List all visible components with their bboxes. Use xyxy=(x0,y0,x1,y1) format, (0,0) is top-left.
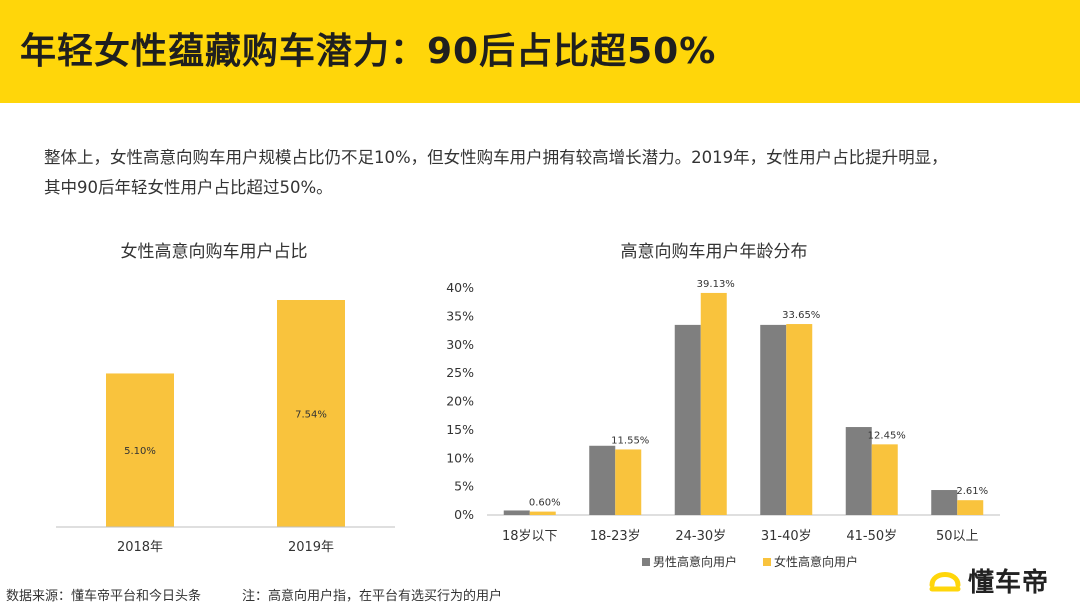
y-tick-label: 10% xyxy=(446,450,474,465)
bar-male xyxy=(674,324,701,515)
x-tick-label: 41-50岁 xyxy=(846,529,897,544)
definition-note: 注：高意向用户指，在平台有选买行为的用户 xyxy=(242,589,503,604)
legend-swatch-female xyxy=(763,558,771,566)
y-tick-label: 15% xyxy=(446,422,474,437)
bar-male xyxy=(931,490,958,515)
y-tick-label: 35% xyxy=(446,308,474,323)
x-tick-label: 50以上 xyxy=(936,529,979,544)
x-tick-label: 2019年 xyxy=(288,540,334,555)
x-tick-label: 2018年 xyxy=(117,540,163,555)
data-label: 7.54% xyxy=(295,410,327,421)
bar-female xyxy=(529,511,556,515)
header-bar: 年轻女性蕴藏购车潜力：90后占比超50% xyxy=(0,0,1080,103)
data-label: 33.65% xyxy=(782,310,820,321)
bar xyxy=(277,300,345,527)
bar-female xyxy=(786,324,813,515)
legend-label-male: 男性高意向用户 xyxy=(653,554,737,569)
y-tick-label: 0% xyxy=(454,507,474,522)
data-label: 39.13% xyxy=(697,279,735,290)
y-tick-label: 30% xyxy=(446,337,474,352)
bar-male xyxy=(760,324,787,515)
y-tick-label: 40% xyxy=(446,280,474,295)
bar-male xyxy=(845,427,872,515)
x-tick-label: 31-40岁 xyxy=(761,529,812,544)
data-label: 11.55% xyxy=(611,435,649,446)
data-label: 12.45% xyxy=(868,430,906,441)
legend-swatch-male xyxy=(642,558,650,566)
intro-line-2: 其中90后年轻女性用户占比超过50%。 xyxy=(44,178,333,197)
bar-female xyxy=(871,444,898,515)
data-label: 2.61% xyxy=(956,486,988,497)
chart-title: 高意向购车用户年龄分布 xyxy=(621,242,808,262)
page-title: 年轻女性蕴藏购车潜力：90后占比超50% xyxy=(20,31,717,72)
car-logo-icon xyxy=(929,572,961,592)
data-source-note: 数据来源：懂车帝平台和今日头条 xyxy=(6,589,202,604)
intro-line-1: 整体上，女性高意向购车用户规模占比仍不足10%，但女性购车用户拥有较高增长潜力。… xyxy=(44,148,948,167)
brand-logo: 懂车帝 xyxy=(928,560,1049,600)
bar xyxy=(106,373,174,527)
legend-label-female: 女性高意向用户 xyxy=(774,554,858,569)
x-tick-label: 24-30岁 xyxy=(675,529,726,544)
bar-female xyxy=(957,500,984,515)
bar-male xyxy=(589,445,616,515)
x-tick-label: 18-23岁 xyxy=(590,529,641,544)
female-share-chart: 女性高意向购车用户占比 5.10% 2018年 7.54% 2019年 xyxy=(56,242,395,555)
bar-female xyxy=(615,449,642,515)
y-tick-label: 20% xyxy=(446,394,474,409)
x-tick-label: 18岁以下 xyxy=(502,529,558,544)
y-tick-label: 25% xyxy=(446,365,474,380)
bar-male xyxy=(503,510,530,515)
intro-text: 整体上，女性高意向购车用户规模占比仍不足10%，但女性购车用户拥有较高增长潜力。… xyxy=(44,143,1054,203)
bar-female xyxy=(700,292,727,515)
y-tick-label: 5% xyxy=(454,479,474,494)
chart-title: 女性高意向购车用户占比 xyxy=(121,242,308,262)
brand-name: 懂车帝 xyxy=(968,567,1050,598)
data-label: 0.60% xyxy=(529,498,561,509)
data-label: 5.10% xyxy=(124,446,156,457)
